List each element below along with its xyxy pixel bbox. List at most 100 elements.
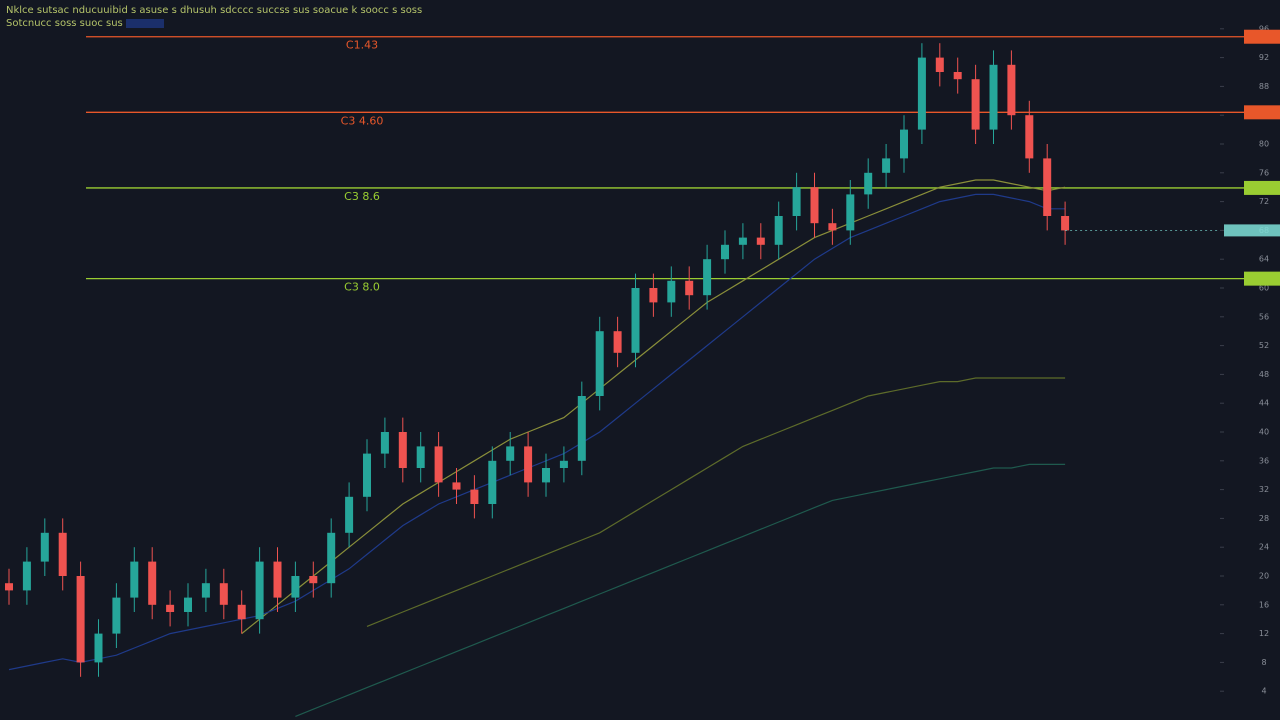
candle-body	[667, 280, 676, 303]
candle-body	[774, 216, 783, 245]
candle-body	[613, 331, 622, 353]
candle-body	[542, 468, 550, 483]
candle-body	[900, 129, 908, 159]
y-tick-label: 52	[1259, 341, 1269, 350]
y-tick-label: 16	[1259, 600, 1269, 609]
y-tick-label: 20	[1259, 572, 1269, 581]
y-tick-label: 96	[1259, 24, 1269, 33]
candle-body	[255, 561, 264, 620]
last-price-tag	[1224, 224, 1280, 237]
moving-average	[366, 377, 1066, 627]
level-label: C3 8.6	[344, 190, 380, 203]
candle-body	[112, 597, 121, 634]
candle-body	[416, 446, 425, 468]
candle-body	[273, 561, 282, 598]
candle-body	[595, 331, 604, 396]
level-label: C1.43	[346, 39, 378, 52]
candle-body	[166, 604, 175, 612]
candle-body	[1061, 216, 1070, 231]
candle-body	[846, 194, 855, 231]
y-tick-label: 32	[1259, 485, 1269, 494]
candle-body	[524, 446, 533, 483]
candle-body	[201, 583, 210, 598]
y-tick-label: 92	[1259, 53, 1269, 62]
candle-body	[219, 583, 228, 605]
level-label: C3 4.60	[341, 114, 384, 127]
candle-body	[58, 532, 67, 576]
level-label: C3 8.0	[344, 281, 380, 294]
y-tick-label: 12	[1259, 629, 1269, 638]
level-price-tag	[1244, 29, 1280, 44]
candle-body	[237, 604, 246, 620]
indicator-legend: Nklce sutsac nducuuibid s asuse s dhusuh…	[6, 5, 422, 16]
candle-body	[989, 64, 998, 130]
level-price-tag	[1244, 271, 1280, 286]
candle-body	[953, 72, 962, 80]
candle-body	[380, 432, 389, 454]
candle-body	[917, 57, 926, 130]
candle-body	[685, 280, 694, 296]
candle-body	[5, 583, 13, 591]
candle-body	[148, 561, 157, 605]
candle-body	[398, 432, 407, 468]
candle-body	[792, 187, 801, 216]
y-tick-label: 60	[1259, 284, 1269, 293]
candle-body	[864, 172, 873, 195]
candle-body	[577, 396, 586, 461]
candle-body	[22, 561, 31, 591]
y-tick-label: 56	[1259, 312, 1269, 321]
candle-body	[488, 460, 497, 504]
y-tick-label: 36	[1259, 456, 1269, 465]
candle-body	[1007, 64, 1016, 116]
candle-body	[756, 237, 765, 245]
candle-body	[631, 288, 640, 353]
candle-body	[559, 460, 568, 468]
candle-body	[184, 597, 192, 612]
candle-body	[506, 446, 515, 461]
candle-body	[130, 561, 139, 598]
y-tick-label: 48	[1259, 370, 1269, 379]
candle-body	[810, 187, 819, 224]
candle-body	[971, 79, 980, 130]
moving-average	[295, 463, 1066, 717]
candle-body	[1025, 115, 1034, 159]
candle-body	[721, 244, 729, 260]
candle-body	[291, 576, 300, 598]
moving-average	[8, 193, 1066, 671]
y-tick-label: 28	[1259, 514, 1269, 523]
y-tick-label: 24	[1259, 543, 1269, 552]
candle-body	[309, 576, 318, 584]
y-tick-label: 44	[1259, 399, 1269, 408]
level-price-tag	[1244, 105, 1280, 120]
candle-body	[94, 633, 103, 663]
candle-body	[649, 288, 658, 303]
y-tick-label: 88	[1259, 82, 1269, 91]
candle-body	[738, 237, 747, 245]
candle-body	[76, 576, 85, 663]
symbol-info: Sotcnucc soss suoc sus	[6, 18, 123, 29]
candle-body	[434, 446, 443, 483]
candle-body	[40, 532, 49, 562]
candle-body	[363, 453, 371, 497]
candle-body	[327, 532, 336, 584]
candle-body	[1043, 158, 1052, 216]
candle-body	[703, 259, 712, 296]
level-price-tag	[1244, 180, 1280, 195]
y-tick-label: 80	[1259, 140, 1269, 149]
candle-body	[882, 158, 891, 173]
price-axis	[1220, 0, 1280, 720]
candle-body	[828, 223, 837, 231]
y-tick-label: 40	[1259, 428, 1269, 437]
candle-body	[935, 57, 944, 72]
candle-body	[345, 496, 354, 533]
moving-average	[241, 179, 1066, 635]
y-tick-label: 76	[1259, 168, 1269, 177]
y-tick-label: 64	[1259, 255, 1269, 264]
legend-swatch	[126, 19, 164, 28]
y-tick-label: 72	[1259, 197, 1269, 206]
y-tick-label: 8	[1261, 658, 1266, 667]
candle-body	[470, 489, 479, 504]
